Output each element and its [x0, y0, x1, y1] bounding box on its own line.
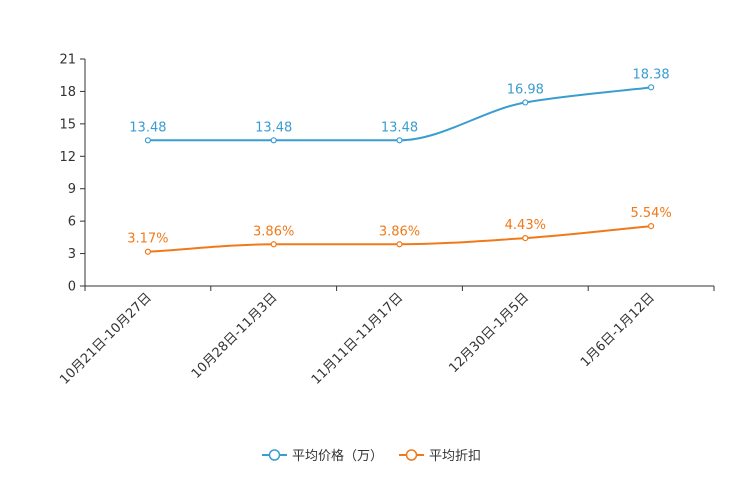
axes: [84, 59, 714, 287]
data-label: 13.48: [381, 120, 418, 135]
x-axis-ticks: 10月21日-10月27日 10月28日-11月3日 11月11日-11月17日 12…: [57, 286, 715, 388]
legend-item-discount[interactable]: 平均折扣: [399, 449, 481, 464]
data-label: 16.98: [507, 82, 544, 97]
y-tick-label: 6: [68, 215, 76, 230]
data-label: 3.86%: [379, 224, 420, 239]
data-point: [647, 223, 655, 230]
data-point: [396, 137, 403, 144]
data-label: 3.86%: [253, 224, 294, 239]
y-tick-label: 3: [68, 247, 76, 262]
y-tick-label: 21: [59, 53, 76, 68]
y-tick-label: 0: [68, 280, 76, 295]
x-tick-label: 11月11日-11月17日: [309, 290, 406, 387]
x-tick-label: 10月28日-11月3日: [189, 290, 281, 382]
y-tick-label: 9: [68, 182, 76, 197]
legend-marker-icon: [268, 449, 281, 461]
series-price: 13.48 13.48 13.48 16.98 18.38: [129, 67, 670, 144]
data-label: 13.48: [255, 120, 292, 135]
x-tick-label: 10月21日-10月27日: [57, 290, 154, 387]
data-label: 18.38: [632, 67, 669, 82]
data-label: 3.17%: [127, 232, 168, 247]
data-point: [144, 248, 151, 255]
data-point: [270, 137, 277, 144]
data-point: [396, 241, 403, 248]
data-point: [647, 84, 655, 91]
series-discount: 3.17% 3.86% 3.86% 4.43% 5.54%: [127, 206, 672, 255]
y-tick-label: 18: [59, 85, 76, 100]
y-axis-ticks: 0 3 6 9 12 15 18 21: [59, 53, 85, 295]
x-tick-label: 12月30日-1月5日: [446, 290, 532, 376]
legend[interactable]: 平均价格（万） 平均折扣: [262, 448, 481, 464]
data-label: 4.43%: [505, 218, 546, 233]
data-point: [144, 137, 151, 144]
y-tick-label: 15: [59, 117, 76, 132]
y-tick-label: 12: [59, 150, 76, 165]
legend-label: 平均价格（万）: [292, 448, 383, 464]
data-point: [270, 241, 277, 248]
data-point: [522, 235, 529, 242]
series-layer: 13.48 13.48 13.48 16.98 18.38 3.17% 3.86% 3.86%…: [127, 67, 672, 255]
data-label: 5.54%: [630, 206, 671, 221]
legend-marker-icon: [405, 449, 418, 461]
x-tick-label: 1月6日-1月12日: [578, 290, 658, 370]
data-label: 13.48: [129, 120, 166, 135]
legend-item-price[interactable]: 平均价格（万）: [262, 448, 383, 464]
legend-label: 平均折扣: [429, 449, 481, 464]
data-point: [522, 99, 529, 106]
